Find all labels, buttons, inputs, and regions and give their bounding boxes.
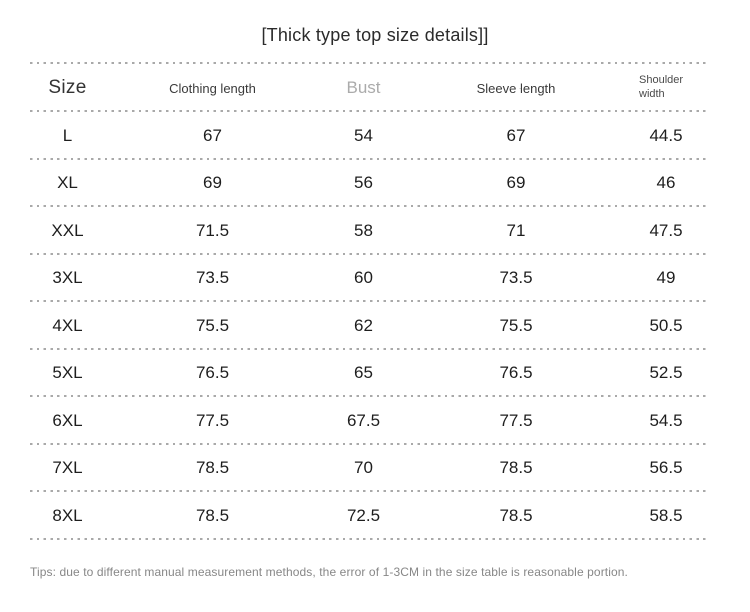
- sleeve-length-cell: 71: [506, 220, 526, 240]
- shoulder-width-cell: 56.5: [649, 458, 683, 478]
- table-row: 4XL 75.5 62 75.5 50.5: [30, 302, 707, 350]
- size-cell: XL: [57, 173, 78, 193]
- size-cell: 7XL: [52, 458, 83, 478]
- sleeve-length-cell: 67: [506, 125, 526, 145]
- size-cell: 8XL: [52, 505, 83, 525]
- clothing-length-cell: 78.5: [195, 458, 230, 478]
- table-row: 5XL 76.5 65 76.5 52.5: [30, 349, 707, 397]
- erased-text-artifact-dots: ···: [498, 82, 529, 93]
- table-row: 7XL 78.5 70 78.5 56.5: [30, 444, 707, 492]
- clothing-length-cell: 76.5: [195, 363, 230, 383]
- bust-cell: 67.5: [346, 410, 381, 430]
- sleeve-length-cell: 73.5: [499, 268, 533, 288]
- clothing-length-cell: 77.5: [195, 410, 230, 430]
- size-table: Size Clothing length Bust ··· Sleeve len…: [30, 62, 707, 540]
- clothing-length-cell: 69: [203, 173, 222, 193]
- table-row: L 67 54 67 44.5: [30, 112, 707, 160]
- shoulder-width-cell: 49: [656, 268, 676, 288]
- shoulder-width-cell: 47.5: [649, 220, 683, 240]
- table-row: 6XL 77.5 67.5 77.5 54.5: [30, 397, 707, 445]
- sleeve-length-cell: 76.5: [499, 363, 533, 383]
- shoulder-width-cell: 50.5: [649, 315, 683, 335]
- bust-cell: 54: [354, 125, 373, 145]
- shoulder-width-cell: 54.5: [649, 410, 683, 430]
- shoulder-width-cell: 52.5: [649, 363, 683, 383]
- column-header-sleeve-length: ··· Sleeve length: [407, 81, 625, 96]
- shoulder-width-cell: 44.5: [649, 125, 683, 145]
- size-cell: 3XL: [52, 268, 83, 288]
- size-cell: 5XL: [52, 363, 83, 383]
- bust-cell: 60: [354, 268, 373, 288]
- tips-text: Tips: due to different manual measuremen…: [30, 564, 628, 579]
- sleeve-length-cell: 78.5: [499, 505, 533, 525]
- bust-cell: 70: [354, 458, 373, 478]
- table-row: XL 69 56 69 46: [30, 159, 707, 207]
- bust-cell: 58: [354, 220, 373, 240]
- column-header-shoulder-width: Shoulder width: [625, 74, 707, 102]
- size-cell: XXL: [51, 220, 84, 240]
- sleeve-length-label: Sleeve length: [476, 80, 556, 96]
- sleeve-length-cell: 69: [506, 173, 526, 193]
- size-cell: L: [62, 125, 73, 145]
- shoulder-width-cell: 46: [656, 173, 676, 193]
- sleeve-length-cell: 75.5: [499, 315, 533, 335]
- sleeve-length-cell: 78.5: [499, 458, 533, 478]
- clothing-length-cell: 71.5: [195, 220, 230, 240]
- size-chart-page: [Thick type top size details]] Size Clot…: [0, 24, 750, 612]
- clothing-length-cell: 73.5: [195, 268, 230, 288]
- page-title: [Thick type top size details]]: [261, 25, 489, 45]
- table-row: 8XL 78.5 72.5 78.5 58.5: [30, 492, 707, 540]
- bust-cell: 62: [354, 315, 373, 335]
- shoulder-width-label: Shoulder width: [639, 74, 684, 100]
- clothing-length-cell: 78.5: [195, 505, 230, 525]
- bust-cell: 65: [354, 363, 373, 383]
- bust-cell: 56: [354, 173, 373, 193]
- clothing-length-cell: 75.5: [195, 315, 230, 335]
- column-header-clothing-length: Clothing length: [169, 80, 256, 96]
- table-body: L 67 54 67 44.5 XL 69 56 69 46 XXL 71.5 …: [30, 112, 707, 540]
- table-top-divider: [30, 62, 707, 64]
- shoulder-width-cell: 58.5: [649, 505, 683, 525]
- size-cell: 4XL: [52, 315, 83, 335]
- clothing-length-cell: 67: [203, 125, 222, 145]
- table-row: XXL 71.5 58 71 47.5: [30, 207, 707, 255]
- column-header-size: Size: [48, 77, 87, 98]
- bust-cell: 72.5: [346, 505, 381, 525]
- column-header-bust: Bust: [346, 78, 381, 97]
- table-row: 3XL 73.5 60 73.5 49: [30, 254, 707, 302]
- sleeve-length-cell: 77.5: [499, 410, 533, 430]
- size-cell: 6XL: [52, 410, 83, 430]
- table-header-row: Size Clothing length Bust ··· Sleeve len…: [30, 64, 707, 112]
